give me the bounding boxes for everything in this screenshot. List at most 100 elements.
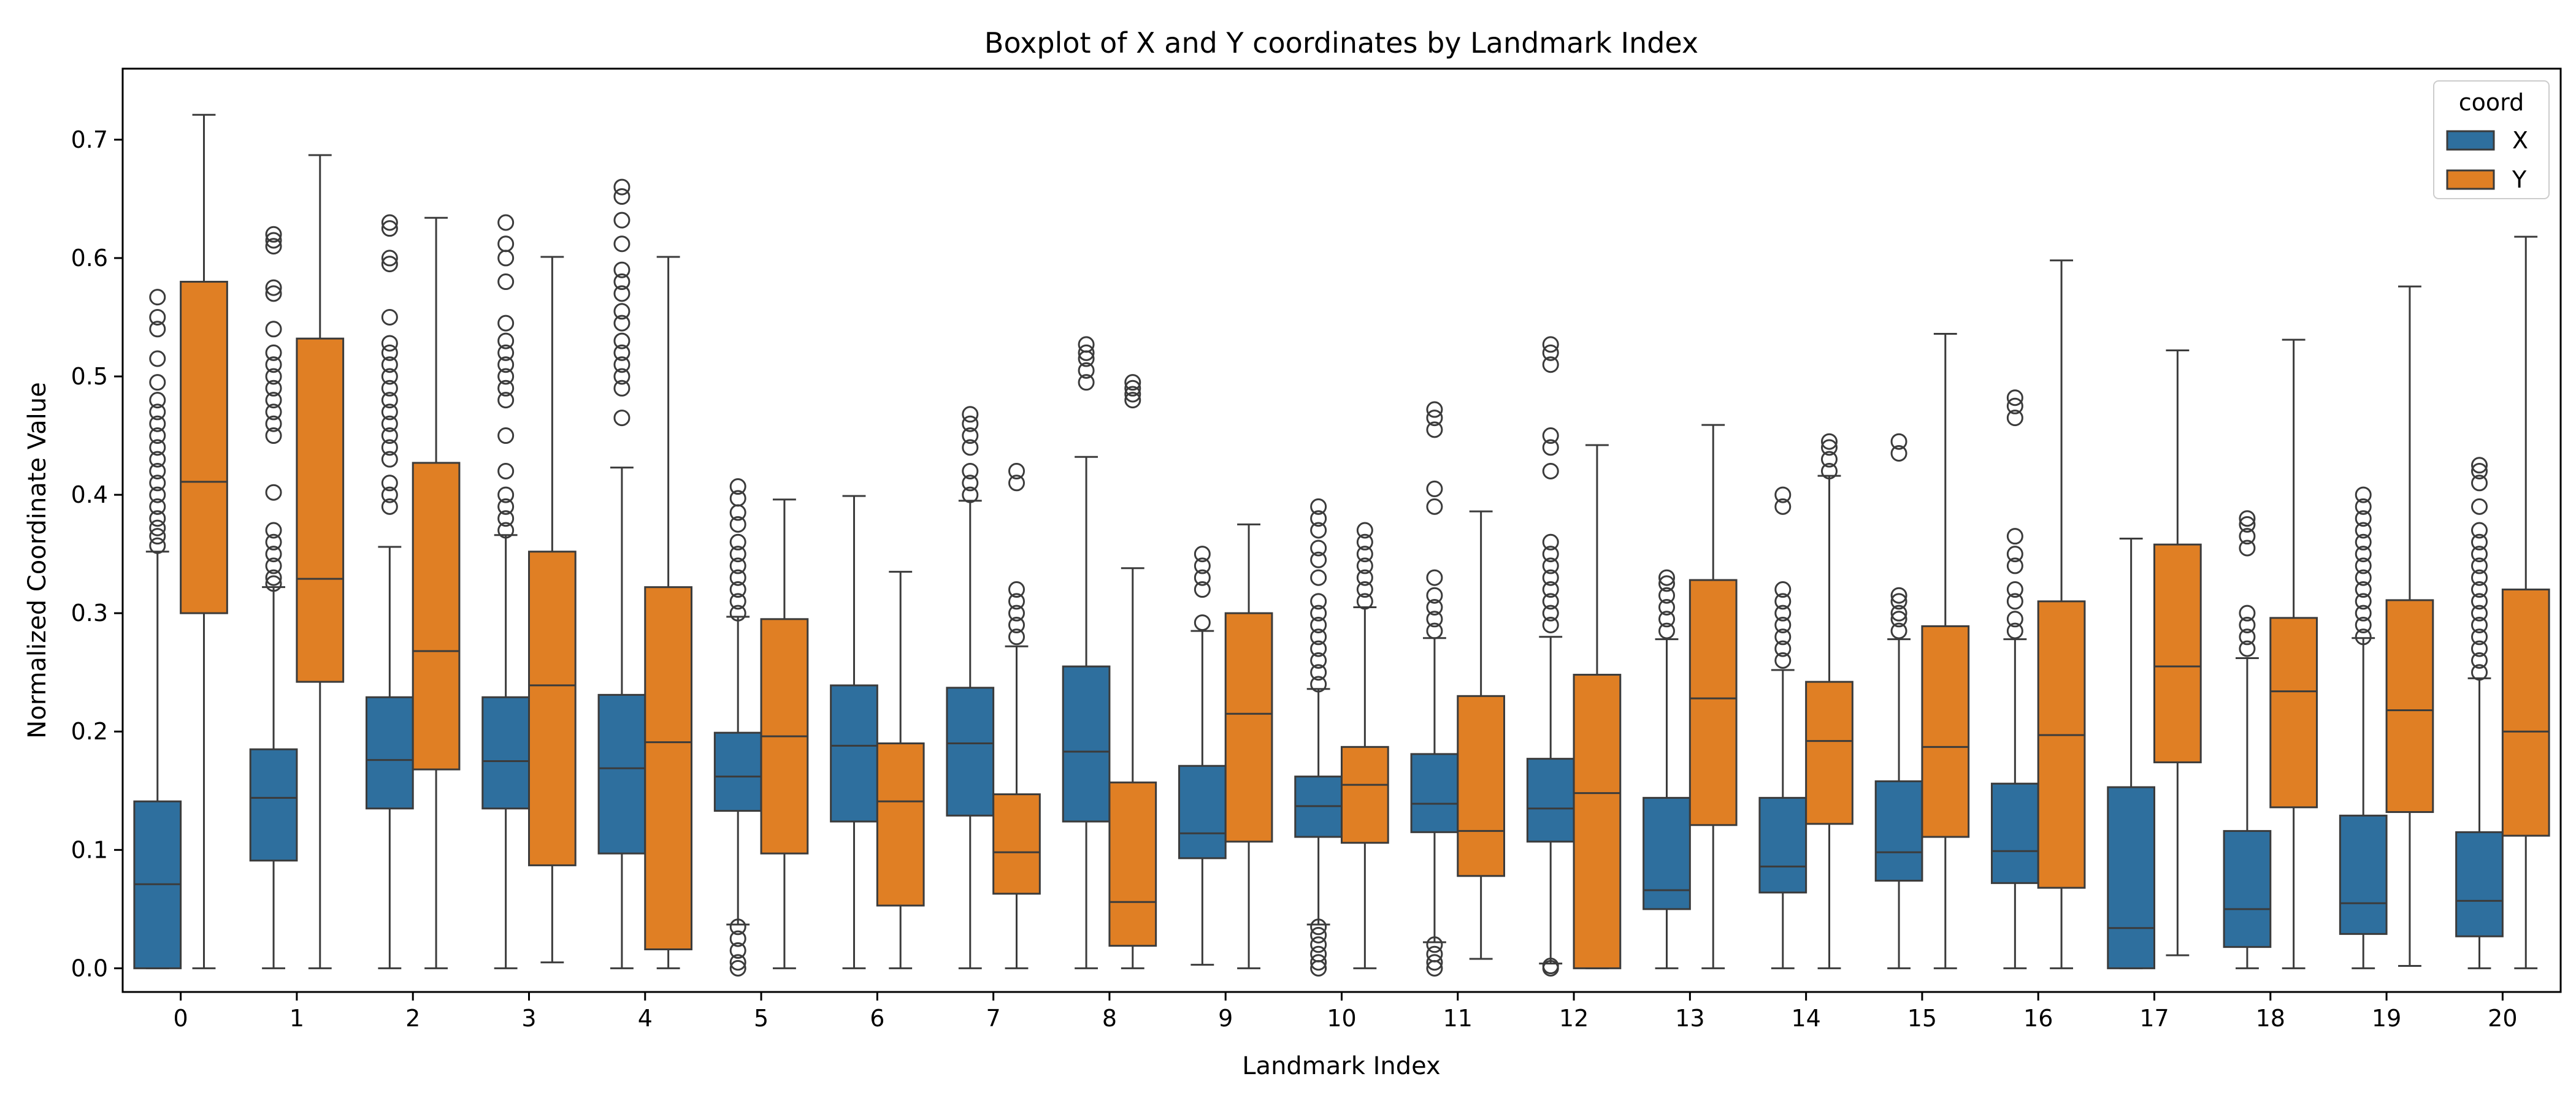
- box-iqr: [1643, 796, 1691, 910]
- outlier-point: [1542, 344, 1559, 361]
- outlier-point: [613, 356, 631, 373]
- outlier-point: [1078, 374, 1095, 391]
- outlier-point: [149, 537, 166, 554]
- plot-frame: [121, 67, 2562, 993]
- x-tick-label: 1: [289, 1005, 304, 1032]
- box-group-x-4: [597, 178, 646, 969]
- outlier-point: [1542, 557, 1559, 574]
- box-iqr: [1108, 781, 1157, 947]
- outlier-point: [1658, 622, 1675, 639]
- box-iqr: [2385, 599, 2434, 814]
- legend-label-x: X: [2512, 127, 2528, 154]
- outlier-point: [1774, 486, 1792, 503]
- outlier-point: [1542, 593, 1559, 610]
- outlier-point: [1774, 604, 1792, 622]
- outlier-point: [2471, 533, 2488, 551]
- outlier-point: [729, 959, 746, 977]
- outlier-point: [1821, 439, 1838, 456]
- outlier-point: [729, 954, 746, 971]
- outlier-point: [729, 490, 746, 507]
- outlier-point: [962, 462, 979, 479]
- outlier-point: [497, 379, 515, 397]
- outlier-point: [149, 427, 166, 444]
- outlier-point: [1890, 433, 1907, 450]
- outlier-point: [265, 238, 282, 255]
- outlier-point: [2471, 640, 2488, 657]
- outlier-point: [962, 427, 979, 444]
- outlier-point: [1310, 628, 1327, 646]
- box-group-x-11: [1410, 401, 1459, 977]
- outlier-point: [2006, 622, 2023, 639]
- box-iqr: [876, 742, 925, 907]
- y-tick-label: 0.2: [71, 718, 108, 745]
- outlier-point: [1542, 356, 1559, 373]
- outlier-point: [1310, 604, 1327, 622]
- outlier-point: [2239, 540, 2256, 557]
- outlier-point: [1310, 945, 1327, 963]
- outlier-point: [265, 356, 282, 373]
- outlier-point: [381, 368, 398, 385]
- outlier-point: [1008, 604, 1025, 622]
- outlier-point: [265, 392, 282, 409]
- outlier-point: [1124, 374, 1141, 391]
- outlier-point: [1310, 954, 1327, 971]
- outlier-point: [497, 462, 515, 479]
- outlier-point: [2355, 498, 2372, 515]
- y-tick-label: 0.5: [71, 363, 108, 390]
- outlier-point: [729, 604, 746, 622]
- box-group-x-12: [1526, 336, 1575, 977]
- box-group-y-13: [1689, 424, 1738, 969]
- outlier-point: [497, 344, 515, 361]
- box-iqr: [1805, 681, 1853, 825]
- outlier-point: [1890, 445, 1907, 462]
- outlier-point: [497, 214, 515, 231]
- outlier-point: [149, 374, 166, 391]
- outlier-point: [1658, 569, 1675, 586]
- x-tick-label: 7: [986, 1005, 1001, 1032]
- outlier-point: [1426, 611, 1443, 628]
- outlier-point: [149, 403, 166, 421]
- outlier-point: [2006, 397, 2023, 414]
- box-group-x-5: [713, 478, 762, 977]
- box-group-x-0: [133, 289, 182, 969]
- box-iqr: [412, 462, 461, 771]
- outlier-point: [2355, 569, 2372, 586]
- outlier-point: [1356, 533, 1373, 551]
- outlier-point: [2471, 522, 2488, 539]
- outlier-point: [613, 303, 631, 320]
- box-group-x-1: [249, 226, 298, 969]
- outlier-point: [1124, 392, 1141, 409]
- box-group-x-7: [946, 406, 995, 969]
- outlier-point: [729, 478, 746, 495]
- outlier-point: [149, 321, 166, 338]
- outlier-point: [381, 256, 398, 273]
- box-iqr: [713, 731, 762, 812]
- box-iqr: [249, 748, 298, 862]
- x-tick-label: 19: [2372, 1005, 2401, 1032]
- outlier-point: [1310, 522, 1327, 539]
- outlier-point: [2239, 616, 2256, 633]
- outlier-point: [265, 344, 282, 361]
- outlier-point: [265, 557, 282, 574]
- outlier-point: [613, 273, 631, 291]
- outlier-point: [729, 533, 746, 551]
- box-iqr: [1457, 695, 1505, 877]
- outlier-point: [1310, 551, 1327, 568]
- outlier-point: [381, 439, 398, 456]
- outlier-point: [2471, 498, 2488, 515]
- box-group-y-11: [1457, 510, 1505, 960]
- legend: coord XY: [2433, 80, 2550, 199]
- outlier-point: [962, 415, 979, 432]
- outlier-point: [381, 379, 398, 397]
- outlier-point: [1008, 462, 1025, 479]
- outlier-point: [265, 368, 282, 385]
- outlier-point: [729, 516, 746, 533]
- outlier-point: [1194, 614, 1211, 631]
- box-group-y-4: [644, 256, 693, 969]
- outlier-point: [2471, 628, 2488, 646]
- outlier-point: [381, 415, 398, 432]
- box-iqr: [1874, 780, 1923, 882]
- outlier-point: [2471, 593, 2488, 610]
- outlier-point: [2006, 593, 2023, 610]
- outlier-point: [265, 226, 282, 243]
